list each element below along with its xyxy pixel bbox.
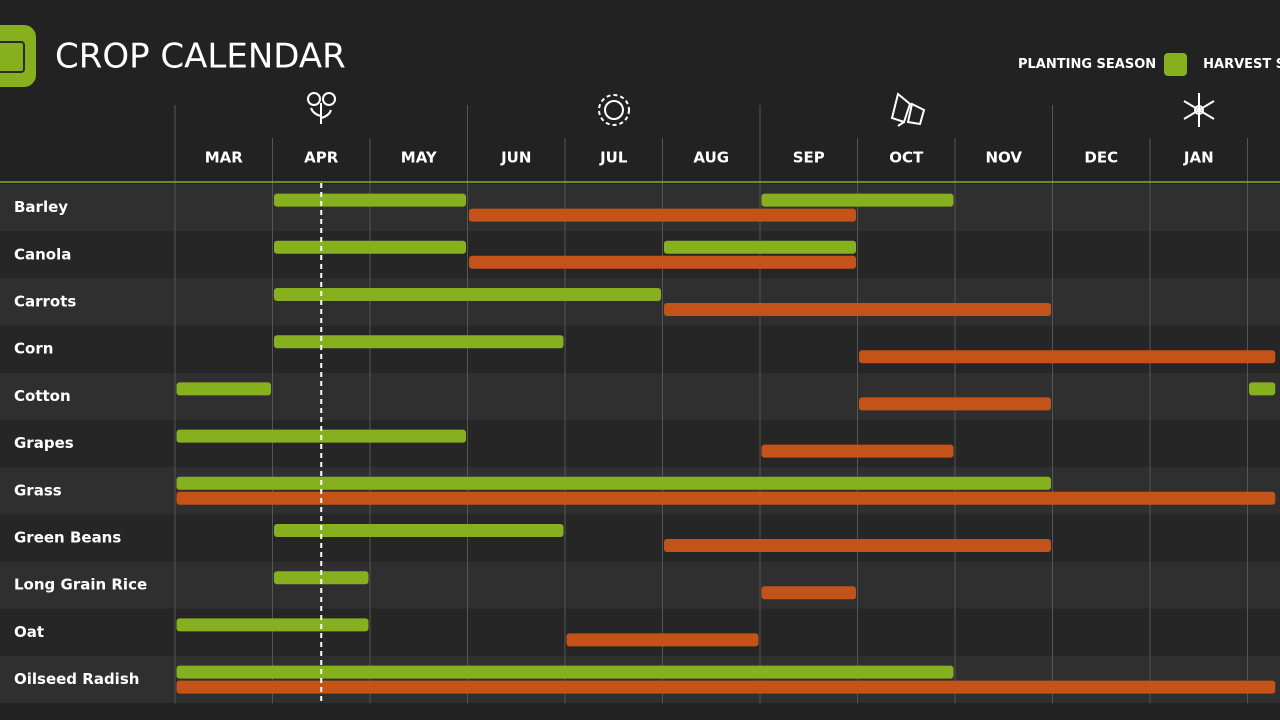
harvest-bar: [859, 397, 1051, 411]
planting-bar: [274, 335, 564, 349]
harvest-bar: [859, 350, 1276, 364]
row-background: [0, 184, 1280, 232]
planting-bar: [274, 240, 466, 254]
row-background: [0, 561, 1280, 609]
crop-name: Grass: [14, 481, 62, 499]
crop-name: Cotton: [14, 387, 71, 405]
crop-name: Grapes: [14, 434, 74, 452]
month-label: JAN: [1183, 149, 1214, 167]
month-label: SEP: [793, 149, 825, 167]
spring-icon: [307, 92, 336, 124]
month-label: DEC: [1084, 149, 1118, 167]
crop-name: Oat: [14, 623, 44, 641]
winter-icon: [1183, 93, 1215, 127]
month-label: OCT: [889, 149, 924, 167]
harvest-bar: [469, 208, 856, 222]
planting-bar: [274, 524, 564, 537]
planting-bar: [176, 665, 954, 679]
harvest-bar: [664, 303, 1051, 316]
calendar-icon-glyph: [0, 41, 25, 73]
row-background: [0, 467, 1280, 515]
month-label: MAR: [205, 149, 244, 167]
row-background: [0, 231, 1280, 279]
planting-bar: [274, 193, 466, 207]
row-background: [0, 656, 1280, 704]
summer-icon: [598, 94, 630, 126]
row-background: [0, 325, 1280, 373]
month-label: JUN: [500, 149, 531, 167]
harvest-bar: [664, 539, 1051, 552]
harvest-bar: [761, 444, 954, 458]
planting-bar: [274, 571, 369, 585]
legend-planting: PLANTING SEASON: [1018, 56, 1157, 72]
legend-harvest: HARVEST SEASON: [1203, 56, 1280, 72]
row-background: [0, 278, 1280, 326]
crop-name: Corn: [14, 340, 53, 358]
month-label: APR: [304, 149, 339, 167]
crop-name: Carrots: [14, 293, 76, 311]
planting-bar: [176, 476, 1051, 490]
row-background: [0, 514, 1280, 562]
legend: PLANTING SEASON HARVEST SEASON: [1018, 52, 1280, 76]
planting-bar: [761, 193, 954, 207]
planting-bar: [274, 288, 661, 301]
row-background: [0, 608, 1280, 656]
month-label: NOV: [985, 149, 1022, 167]
month-label: AUG: [693, 149, 729, 167]
crop-name: Long Grain Rice: [14, 576, 147, 594]
row-background: [0, 420, 1280, 468]
crop-name: Canola: [14, 245, 71, 263]
planting-bar: [664, 240, 856, 254]
harvest-bar: [176, 491, 1276, 505]
planting-bar: [176, 382, 271, 396]
harvest-bar: [469, 255, 856, 269]
month-label: MAY: [401, 149, 438, 167]
crop-name: Oilseed Radish: [14, 670, 139, 688]
harvest-bar: [566, 633, 759, 647]
crop-name: Green Beans: [14, 529, 121, 547]
calendar-icon: [0, 25, 36, 87]
harvest-bar: [761, 586, 856, 600]
planting-bar: [176, 618, 369, 632]
legend-swatch: [1164, 52, 1188, 76]
title: CROP CALENDAR: [55, 37, 346, 77]
row-background: [0, 372, 1280, 420]
month-label: JUL: [599, 149, 628, 167]
crop-name: Barley: [14, 198, 68, 216]
harvest-bar: [176, 680, 1276, 694]
planting-bar: [1249, 382, 1276, 396]
autumn-icon: [890, 92, 926, 127]
